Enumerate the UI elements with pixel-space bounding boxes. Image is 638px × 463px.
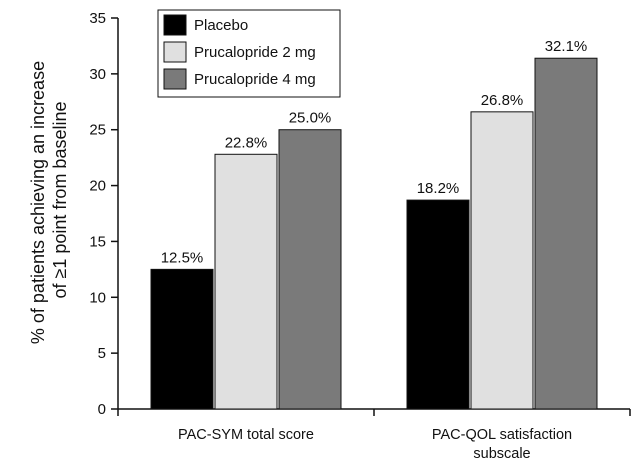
y-tick-label: 35 <box>89 10 106 27</box>
bar <box>278 129 342 410</box>
legend-entry: Placebo <box>194 17 248 34</box>
bar-data-label: 25.0% <box>289 110 332 127</box>
legend-box <box>157 9 341 98</box>
y-tick-label: 10 <box>89 289 106 306</box>
legend-swatch <box>163 68 187 90</box>
x-category-label-line: subscale <box>473 446 530 462</box>
y-tick-label: 15 <box>89 233 106 250</box>
bar <box>470 111 534 410</box>
legend-swatch <box>163 41 187 63</box>
y-tick-label: 30 <box>89 66 106 83</box>
legend-swatch <box>163 14 187 36</box>
x-category-label: PAC-SYM total score <box>178 427 314 443</box>
bar-data-label: 26.8% <box>481 92 524 109</box>
y-tick-label: 0 <box>98 401 106 418</box>
bar <box>214 153 278 410</box>
legend-entry: Prucalopride 4 mg <box>194 71 316 88</box>
bar-data-label: 12.5% <box>161 249 204 266</box>
bar <box>534 57 598 410</box>
bar-data-label: 22.8% <box>225 134 268 151</box>
bars <box>150 57 598 410</box>
x-category-label-line: PAC-SYM total score <box>178 427 314 443</box>
y-tick-label: 5 <box>98 345 106 362</box>
y-axis-title-line-2: of ≥1 point from baseline <box>50 102 70 299</box>
y-tick-label: 20 <box>89 178 106 195</box>
legend-entry: Prucalopride 2 mg <box>194 44 316 61</box>
x-category-label-line: PAC-QOL satisfaction <box>432 427 572 443</box>
x-category-label: PAC-QOL satisfaction subscale <box>432 427 572 462</box>
bar-data-label: 18.2% <box>417 180 460 197</box>
bar <box>150 268 214 410</box>
y-axis-title: % of patients achieving an increase of ≥… <box>28 56 70 344</box>
axes: 0 5 10 15 20 25 30 35 PAC-SYM total score PAC-QOL… <box>89 10 631 462</box>
y-axis-title-line-1: % of patients achieving an increase <box>28 61 48 344</box>
data-labels: 12.5% 22.8% 25.0% 18.2% 26.8% 32.1% <box>161 38 588 266</box>
y-tick-label: 25 <box>89 122 106 139</box>
bar-data-label: 32.1% <box>545 38 588 55</box>
legend: Placebo Prucalopride 2 mg Prucalopride 4 m… <box>157 9 341 98</box>
bar <box>406 199 470 410</box>
